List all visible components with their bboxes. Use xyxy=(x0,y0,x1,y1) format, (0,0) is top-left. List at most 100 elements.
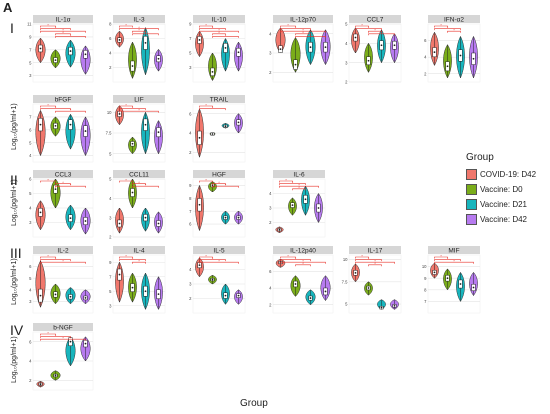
significance-bracket xyxy=(119,25,133,28)
y-tick-label: 5 xyxy=(109,151,112,156)
significance-bracket xyxy=(119,108,146,111)
significance-mark: * xyxy=(62,31,64,35)
significance-mark: * xyxy=(47,254,49,258)
legend-swatch xyxy=(466,184,477,195)
median-point xyxy=(157,131,160,134)
significance-bracket xyxy=(40,28,71,31)
panel-title: IL-1α xyxy=(56,16,71,23)
y-tick-label: 5 xyxy=(29,140,32,145)
significance-mark: * xyxy=(62,260,64,264)
y-tick-label: 9 xyxy=(189,183,192,188)
panel-title: IL-6 xyxy=(293,171,305,178)
panel-title: IL-12p70 xyxy=(290,16,316,23)
significance-bracket xyxy=(40,261,86,264)
significance-bracket xyxy=(212,33,226,36)
median-point xyxy=(324,290,327,293)
significance-bracket xyxy=(199,261,239,264)
significance-bracket xyxy=(434,261,474,264)
median-point xyxy=(304,198,307,201)
significance-bracket xyxy=(212,183,226,186)
y-tick-label: 5 xyxy=(189,51,192,56)
y-tick-label: 7.5 xyxy=(342,279,348,284)
significance-bracket xyxy=(40,333,56,336)
chart-panel: bFGF 4 5 6 7 * * * xyxy=(29,95,94,163)
significance-bracket xyxy=(279,180,293,183)
median-point xyxy=(131,142,134,145)
median-point xyxy=(144,41,147,44)
significance-bracket xyxy=(199,25,213,28)
significance-bracket xyxy=(132,183,146,186)
median-point xyxy=(237,51,240,54)
y-tick-label: 6 xyxy=(189,222,192,227)
median-point xyxy=(39,47,42,50)
y-tick-label: 3 xyxy=(269,51,272,56)
significance-mark: * xyxy=(212,106,214,110)
significance-bracket xyxy=(55,185,86,188)
y-tick-label: 7.5 xyxy=(106,131,112,136)
legend-swatch xyxy=(466,199,477,210)
significance-bracket xyxy=(55,110,86,113)
median-point xyxy=(198,136,201,139)
significance-mark: * xyxy=(138,109,140,113)
significance-bracket xyxy=(119,110,159,113)
significance-bracket xyxy=(199,28,226,31)
significance-mark: * xyxy=(55,106,57,110)
significance-mark: * xyxy=(125,103,127,107)
median-point xyxy=(472,286,475,289)
significance-mark: * xyxy=(218,260,220,264)
significance-bracket xyxy=(132,185,159,188)
median-point xyxy=(380,44,383,47)
panel-title: bFGF xyxy=(55,96,72,103)
significance-bracket xyxy=(434,28,461,31)
significance-mark: * xyxy=(55,257,57,261)
significance-bracket xyxy=(355,259,382,262)
median-point xyxy=(380,306,383,309)
significance-bracket xyxy=(295,33,311,36)
legend-label: Vaccine: D42 xyxy=(480,215,527,224)
significance-mark: * xyxy=(70,184,72,188)
panel-title: b-NGF xyxy=(53,324,73,331)
significance-bracket xyxy=(279,185,319,188)
median-point xyxy=(69,50,72,52)
median-point xyxy=(354,271,357,274)
significance-bracket xyxy=(199,259,226,262)
y-tick-label: 3 xyxy=(29,299,32,304)
y-tick-label: 6 xyxy=(29,177,32,182)
significance-bracket xyxy=(132,33,159,36)
significance-mark: * xyxy=(310,34,312,38)
y-tick-label: 2 xyxy=(269,220,272,225)
panel-strip xyxy=(428,246,480,254)
significance-mark: * xyxy=(218,29,220,33)
significance-mark: * xyxy=(138,26,140,30)
median-point xyxy=(118,273,121,276)
significance-mark: * xyxy=(205,178,207,182)
panel-title: TRAIL xyxy=(210,96,229,103)
y-tick-label: 8 xyxy=(109,22,112,27)
significance-mark: * xyxy=(47,178,49,182)
significance-bracket xyxy=(295,264,311,267)
significance-bracket xyxy=(199,105,213,108)
chart-panel: CCL3 3 4 5 6 * * * xyxy=(29,170,94,238)
significance-mark: * xyxy=(47,331,49,335)
panel-strip xyxy=(193,95,245,103)
y-tick-label: 4 xyxy=(345,41,348,46)
significance-mark: * xyxy=(55,334,57,338)
median-point xyxy=(211,133,214,135)
y-tick-label: 4 xyxy=(29,206,32,211)
significance-mark: * xyxy=(368,26,370,30)
median-point xyxy=(433,271,436,274)
y-tick-label: 2 xyxy=(109,65,112,70)
median-point xyxy=(309,297,312,299)
y-tick-label: 5 xyxy=(345,302,348,307)
y-tick-label: 5 xyxy=(345,22,348,27)
significance-mark: * xyxy=(225,184,227,188)
row-label-1: I xyxy=(10,20,14,36)
panel-strip xyxy=(193,246,245,254)
significance-bracket xyxy=(40,259,71,262)
significance-mark: * xyxy=(145,31,147,35)
significance-mark: * xyxy=(374,29,376,33)
y-axis-label-3: Log₁₀(pg/ml+1) xyxy=(11,258,18,305)
